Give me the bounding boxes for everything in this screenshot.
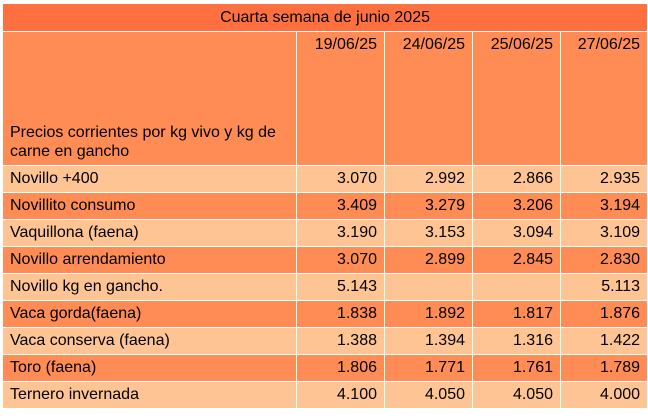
price-cell: 3.070 (296, 246, 385, 274)
price-cell: 1.388 (296, 327, 385, 355)
price-cell: 4.050 (472, 381, 561, 409)
row-label: Novillo arrendamiento (2, 246, 297, 274)
label-header: Precios corrientes por kg vivo y kg de c… (2, 31, 297, 166)
price-cell: 1.838 (296, 300, 385, 328)
row-label: Novillo kg en gancho. (2, 273, 297, 301)
table-title: Cuarta semana de junio 2025 (1, 3, 648, 32)
table-row: Novillo kg en gancho. 5.143 5.113 (2, 273, 648, 301)
table-row: Vaca gorda(faena) 1.838 1.892 1.817 1.876 (2, 300, 648, 328)
price-cell: 3.409 (296, 192, 385, 220)
price-cell: 4.100 (296, 381, 385, 409)
table-row: Toro (faena) 1.806 1.771 1.761 1.789 (2, 354, 648, 382)
price-cell (384, 273, 473, 301)
row-label: Ternero invernada (2, 381, 297, 409)
price-cell: 1.761 (472, 354, 561, 382)
price-cell: 2.866 (472, 165, 561, 193)
price-cell: 5.113 (559, 273, 648, 301)
price-cell: 3.153 (384, 219, 473, 247)
row-label: Toro (faena) (2, 354, 297, 382)
price-cell: 1.422 (559, 327, 648, 355)
price-cell: 3.109 (559, 219, 648, 247)
price-cell: 3.070 (296, 165, 385, 193)
table-row: Novillito consumo 3.409 3.279 3.206 3.194 (2, 192, 648, 220)
price-cell (472, 273, 561, 301)
price-cell: 1.789 (559, 354, 648, 382)
price-cell: 4.000 (559, 381, 648, 409)
table-row: Novillo +400 3.070 2.992 2.866 2.935 (2, 165, 648, 193)
table-row: Ternero invernada 4.100 4.050 4.050 4.000 (2, 381, 648, 409)
price-cell: 1.892 (384, 300, 473, 328)
price-cell: 1.394 (384, 327, 473, 355)
table-row: Vaca conserva (faena) 1.388 1.394 1.316 1.42… (2, 327, 648, 355)
price-cell: 3.190 (296, 219, 385, 247)
date-header: 19/06/25 (296, 31, 385, 166)
date-header: 24/06/25 (384, 31, 473, 166)
price-cell: 2.899 (384, 246, 473, 274)
price-cell: 2.935 (559, 165, 648, 193)
table-row: Vaquillona (faena) 3.190 3.153 3.094 3.109 (2, 219, 648, 247)
price-cell: 1.771 (384, 354, 473, 382)
table-row: Novillo arrendamiento 3.070 2.899 2.845 2.83… (2, 246, 648, 274)
title-row: Cuarta semana de junio 2025 (1, 3, 648, 32)
row-label: Vaca conserva (faena) (2, 327, 297, 355)
row-label: Vaca gorda(faena) (2, 300, 297, 328)
header-row: Precios corrientes por kg vivo y kg de c… (2, 31, 648, 166)
price-cell: 3.206 (472, 192, 561, 220)
price-cell: 1.817 (472, 300, 561, 328)
price-cell: 3.279 (384, 192, 473, 220)
row-label: Novillito consumo (2, 192, 297, 220)
price-cell: 5.143 (296, 273, 385, 301)
table-body: Novillo +400 3.070 2.992 2.866 2.935 Novillit… (2, 165, 648, 409)
price-cell: 3.194 (559, 192, 648, 220)
price-cell: 2.845 (472, 246, 561, 274)
price-cell: 4.050 (384, 381, 473, 409)
date-header: 25/06/25 (472, 31, 561, 166)
price-cell: 2.830 (559, 246, 648, 274)
date-header: 27/06/25 (559, 31, 648, 166)
price-cell: 3.094 (472, 219, 561, 247)
price-cell: 1.806 (296, 354, 385, 382)
price-cell: 2.992 (384, 165, 473, 193)
price-table: Cuarta semana de junio 2025 Precios corr… (1, 3, 648, 409)
row-label: Novillo +400 (2, 165, 297, 193)
row-label: Vaquillona (faena) (2, 219, 297, 247)
price-cell: 1.876 (559, 300, 648, 328)
price-cell: 1.316 (472, 327, 561, 355)
